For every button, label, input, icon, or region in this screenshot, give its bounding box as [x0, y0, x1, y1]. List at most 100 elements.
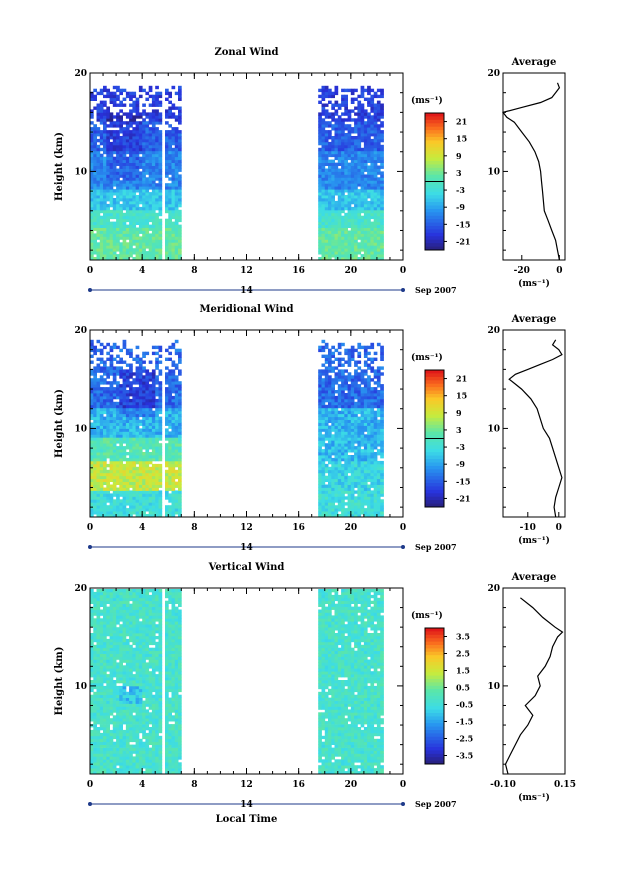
heatmap-cell — [354, 198, 358, 202]
heatmap-cell — [328, 94, 332, 99]
heatmap-cell — [354, 460, 358, 465]
heatmap-cell — [103, 431, 107, 435]
heatmap-cell — [341, 192, 345, 196]
heatmap-cell — [341, 425, 345, 429]
heatmap-cell — [373, 502, 378, 506]
heatmap-cell — [145, 505, 150, 509]
heatmap-cell — [145, 212, 150, 217]
heatmap-cell — [109, 200, 114, 205]
heatmap-cell — [99, 218, 104, 223]
heatmap-cell — [135, 198, 140, 202]
heatmap-cell — [158, 455, 163, 459]
heatmap-cell — [168, 109, 172, 113]
heatmap-cell — [165, 443, 169, 447]
heatmap-cell — [132, 393, 137, 397]
heatmap-cell — [90, 437, 94, 441]
heatmap-cell — [112, 141, 117, 146]
heatmap-cell — [135, 455, 140, 459]
heatmap-cell — [168, 112, 172, 116]
heatmap-cell — [135, 257, 140, 261]
heatmap-cell — [367, 472, 371, 477]
heatmap-cell — [380, 493, 384, 497]
heatmap-cell — [106, 136, 110, 140]
heatmap-cell — [125, 490, 130, 494]
heatmap-cell — [174, 404, 179, 409]
heatmap-cell — [334, 401, 339, 406]
heatmap-cell — [106, 177, 110, 181]
heatmap-cell — [145, 150, 150, 155]
heatmap-cell — [328, 475, 332, 480]
heatmap-cell — [360, 410, 365, 415]
heatmap-cell — [99, 428, 104, 432]
heatmap-cell — [350, 484, 355, 488]
heatmap-cell — [357, 457, 362, 462]
heatmap-cell — [116, 496, 120, 500]
heatmap-cell — [324, 168, 329, 172]
heatmap-cell — [142, 203, 146, 208]
heatmap-cell — [109, 487, 114, 491]
heatmap-cell — [119, 398, 123, 403]
heatmap-cell — [344, 490, 348, 494]
heatmap-cell — [145, 499, 150, 503]
heatmap-cell — [93, 106, 97, 110]
heatmap-cell — [142, 186, 146, 190]
heatmap-cell — [109, 369, 114, 373]
heatmap-cell — [328, 398, 332, 403]
heatmap-cell — [148, 133, 153, 137]
heatmap-cell — [318, 490, 322, 494]
heatmap-cell — [129, 457, 133, 462]
heatmap-cell — [344, 236, 348, 240]
heatmap-cell — [99, 121, 104, 125]
heatmap-cell — [106, 147, 110, 152]
heatmap-cell — [334, 440, 339, 444]
heatmap-cell — [328, 153, 332, 158]
heatmap-cell — [367, 437, 371, 441]
heatmap-cell — [99, 463, 104, 468]
heatmap-cell — [334, 499, 339, 503]
heatmap-cell — [344, 502, 348, 506]
heatmap-cell — [135, 97, 140, 101]
heatmap-cell — [324, 413, 329, 418]
heatmap-cell — [135, 511, 140, 515]
heatmap-cell — [367, 463, 371, 468]
heatmap-cell — [96, 221, 101, 225]
heatmap-cell — [158, 183, 163, 187]
heatmap-cell — [99, 189, 104, 193]
heatmap-cell — [93, 398, 97, 403]
heatmap-cell — [341, 239, 345, 243]
heatmap-cell — [328, 150, 332, 155]
heatmap-cell — [125, 141, 130, 146]
heatmap-cell — [135, 233, 140, 237]
heatmap-cell — [350, 514, 355, 518]
heatmap-cell — [158, 481, 163, 485]
heatmap-cell — [321, 85, 326, 90]
heatmap-cell — [129, 348, 133, 353]
heatmap-cell — [155, 165, 159, 169]
heatmap-cell — [103, 508, 107, 512]
heatmap-cell — [334, 162, 339, 166]
heatmap-cell — [171, 186, 176, 190]
heatmap-cell — [318, 136, 322, 140]
heatmap-cell — [331, 192, 335, 196]
heatmap-cell — [370, 233, 375, 237]
heatmap-cell — [357, 493, 362, 497]
heatmap-cell — [321, 257, 326, 261]
heatmap-cell — [380, 422, 384, 426]
heatmap-cell — [96, 339, 101, 344]
heatmap-cell — [122, 422, 127, 426]
heatmap-cell — [116, 407, 120, 412]
heatmap-cell — [138, 150, 143, 155]
heatmap-cell — [370, 431, 375, 435]
heatmap-cell — [132, 174, 137, 178]
heatmap-cell — [347, 434, 352, 438]
heatmap-cell — [370, 215, 375, 220]
heatmap-cell — [360, 88, 365, 93]
heatmap-cell — [151, 401, 156, 406]
heatmap-cell — [380, 227, 384, 231]
heatmap-cell — [106, 463, 110, 468]
heatmap-cell — [334, 153, 339, 158]
heatmap-cell — [347, 499, 352, 503]
heatmap-cell — [321, 422, 326, 426]
heatmap-cell — [380, 130, 384, 134]
heatmap-cell — [360, 186, 365, 190]
